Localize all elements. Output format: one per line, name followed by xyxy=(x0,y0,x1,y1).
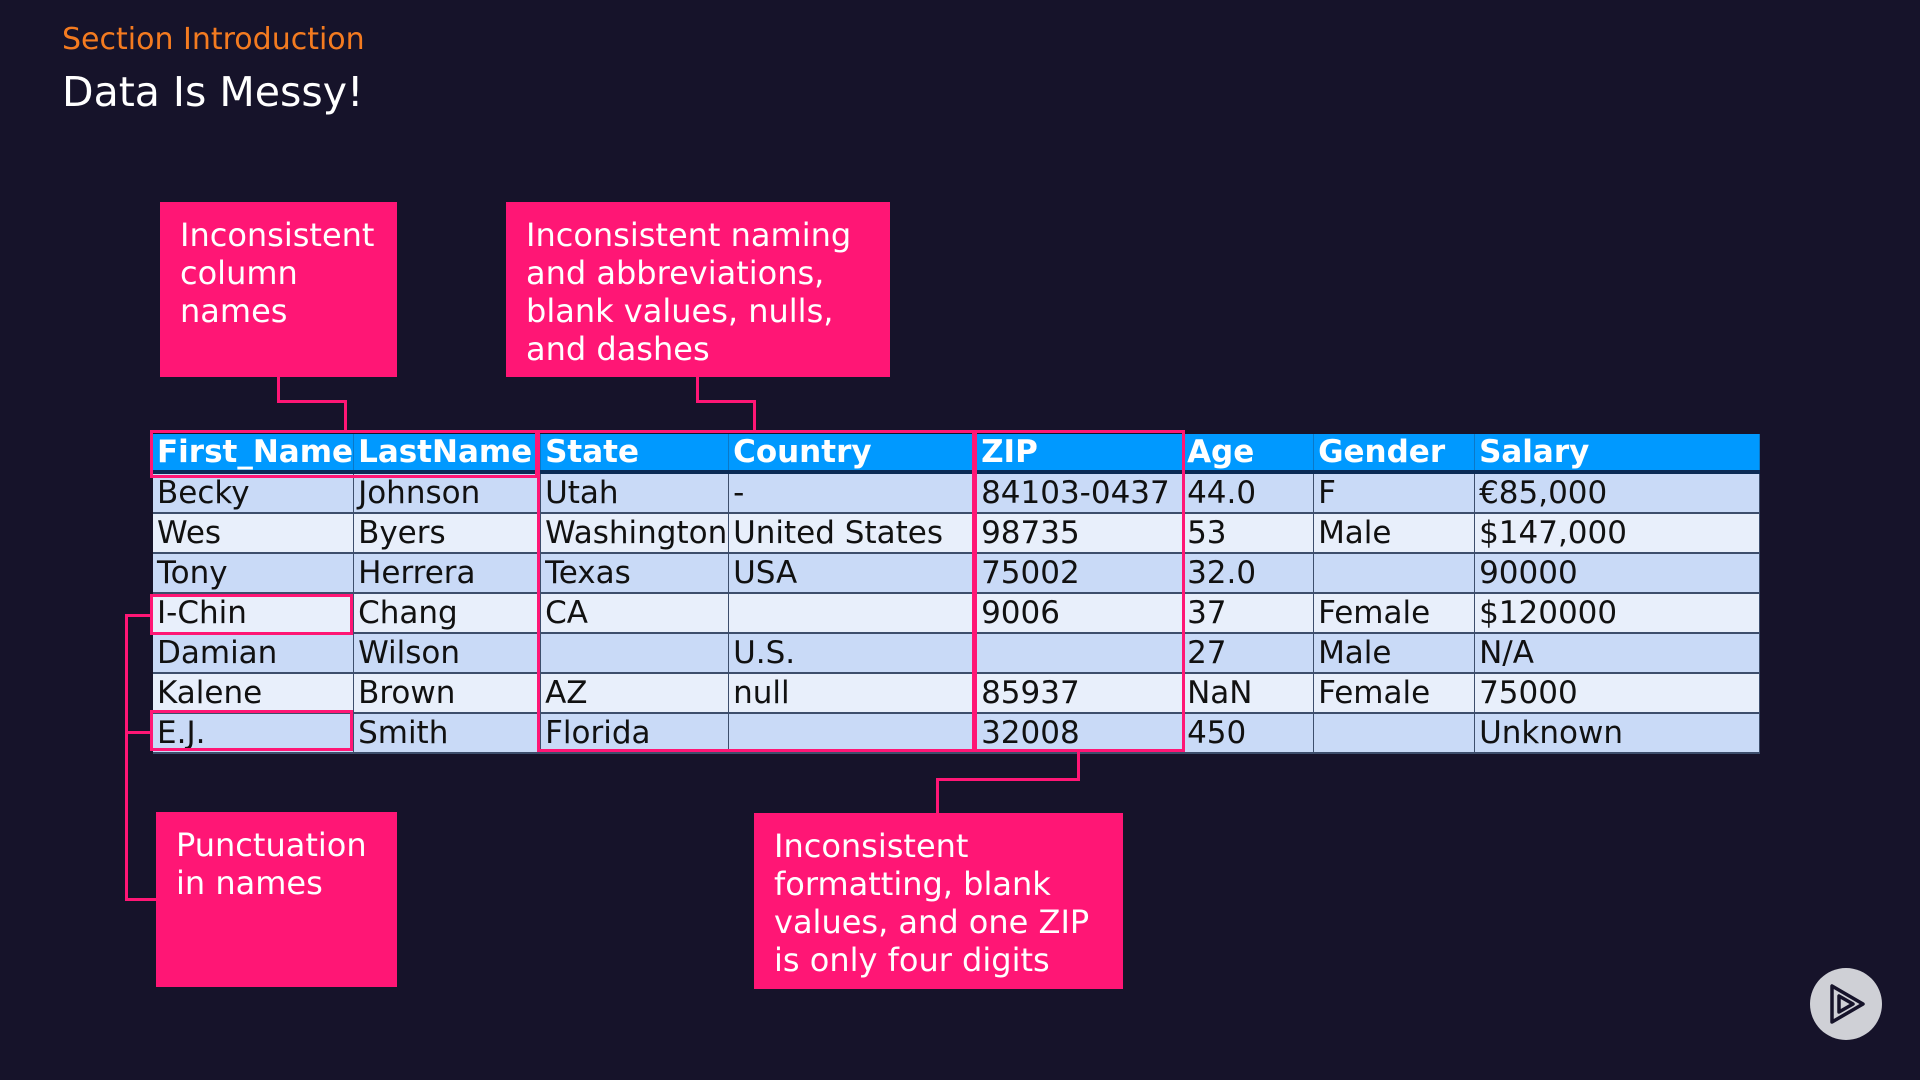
table-cell: Herrera xyxy=(353,553,542,594)
table-cell: Male xyxy=(1313,633,1476,674)
table-cell: Texas xyxy=(540,553,730,594)
connector-line xyxy=(936,778,939,814)
table-cell xyxy=(728,713,978,754)
table-cell: 98735 xyxy=(976,513,1184,554)
table-cell: null xyxy=(728,673,978,714)
table-header-row: First_Name LastName State Country ZIP Ag… xyxy=(153,434,1761,474)
table-cell: Florida xyxy=(540,713,730,754)
connector-line xyxy=(125,898,157,901)
table-cell: Wilson xyxy=(353,633,542,674)
table-row: E.J. Smith Florida 32008 450 Unknown xyxy=(153,713,1761,754)
table-cell: USA xyxy=(728,553,978,594)
connector-line xyxy=(753,400,756,431)
table-cell: NaN xyxy=(1182,673,1315,714)
table-cell: $120000 xyxy=(1474,593,1761,634)
callout-column-names: Inconsistent column names xyxy=(160,202,397,377)
table-cell: Smith xyxy=(353,713,542,754)
callout-naming-abbreviations: Inconsistent naming and abbreviations, b… xyxy=(506,202,890,377)
table-cell: F xyxy=(1313,472,1476,514)
header-state: State xyxy=(540,434,730,474)
connector-line xyxy=(696,377,699,403)
table-cell: Johnson xyxy=(353,472,542,514)
table-row: Becky Johnson Utah - 84103-0437 44.0 F €… xyxy=(153,472,1761,514)
connector-line xyxy=(344,400,347,431)
table-cell: I-Chin xyxy=(153,593,355,634)
header-country: Country xyxy=(728,434,978,474)
table-row: Damian Wilson U.S. 27 Male N/A xyxy=(153,633,1761,674)
table-cell: Damian xyxy=(153,633,355,674)
table-cell: 32.0 xyxy=(1182,553,1315,594)
table-cell: Kalene xyxy=(153,673,355,714)
table-cell: U.S. xyxy=(728,633,978,674)
connector-line xyxy=(1077,751,1080,781)
table-cell: 85937 xyxy=(976,673,1184,714)
table-cell: Byers xyxy=(353,513,542,554)
header-age: Age xyxy=(1182,434,1315,474)
connector-line xyxy=(936,778,1080,781)
table-cell xyxy=(1313,713,1476,754)
table-cell: Tony xyxy=(153,553,355,594)
header-zip: ZIP xyxy=(976,434,1184,474)
table-cell xyxy=(976,633,1184,674)
table-cell: N/A xyxy=(1474,633,1761,674)
table-cell: 32008 xyxy=(976,713,1184,754)
table-cell: E.J. xyxy=(153,713,355,754)
table-cell: United States xyxy=(728,513,978,554)
section-label: Section Introduction xyxy=(62,22,365,57)
header-salary: Salary xyxy=(1474,434,1761,474)
table-cell: Female xyxy=(1313,593,1476,634)
connector-line xyxy=(696,400,756,403)
header-gender: Gender xyxy=(1313,434,1476,474)
table-cell: Wes xyxy=(153,513,355,554)
table-cell: 75000 xyxy=(1474,673,1761,714)
table-row: Wes Byers Washington United States 98735… xyxy=(153,513,1761,554)
table-row: I-Chin Chang CA 9006 37 Female $120000 xyxy=(153,593,1761,634)
table-cell: Chang xyxy=(353,593,542,634)
table-cell: Brown xyxy=(353,673,542,714)
table-cell: Utah xyxy=(540,472,730,514)
table-cell: 53 xyxy=(1182,513,1315,554)
table-cell: CA xyxy=(540,593,730,634)
table-row: Kalene Brown AZ null 85937 NaN Female 75… xyxy=(153,673,1761,714)
table-cell xyxy=(1313,553,1476,594)
table-cell: Female xyxy=(1313,673,1476,714)
header-first-name: First_Name xyxy=(153,434,355,474)
table-cell: Washington xyxy=(540,513,730,554)
table-cell: 75002 xyxy=(976,553,1184,594)
table-cell: Male xyxy=(1313,513,1476,554)
connector-line xyxy=(125,614,153,617)
table-cell: 44.0 xyxy=(1182,472,1315,514)
header-last-name: LastName xyxy=(353,434,542,474)
connector-line xyxy=(277,400,347,403)
table-cell: $147,000 xyxy=(1474,513,1761,554)
table-cell xyxy=(728,593,978,634)
play-logo-icon-glyph xyxy=(1830,984,1865,1024)
connector-line xyxy=(125,614,128,901)
table-cell: €85,000 xyxy=(1474,472,1761,514)
table-cell: 450 xyxy=(1182,713,1315,754)
table-cell: 37 xyxy=(1182,593,1315,634)
table-row: Tony Herrera Texas USA 75002 32.0 90000 xyxy=(153,553,1761,594)
table-cell: Becky xyxy=(153,472,355,514)
table-cell: - xyxy=(728,472,978,514)
callout-zip-formatting: Inconsistent formatting, blank values, a… xyxy=(754,813,1123,989)
table-cell: 84103-0437 xyxy=(976,472,1184,514)
table-cell: 90000 xyxy=(1474,553,1761,594)
connector-line xyxy=(277,377,280,403)
callout-punctuation: Punctuation in names xyxy=(156,812,397,987)
table-cell: 9006 xyxy=(976,593,1184,634)
play-logo-icon[interactable] xyxy=(1810,968,1882,1040)
table-cell: Unknown xyxy=(1474,713,1761,754)
table-cell: 27 xyxy=(1182,633,1315,674)
connector-line xyxy=(125,731,153,734)
table-cell: AZ xyxy=(540,673,730,714)
slide-title: Data Is Messy! xyxy=(62,68,364,116)
messy-data-table: First_Name LastName State Country ZIP Ag… xyxy=(153,434,1761,754)
table-cell xyxy=(540,633,730,674)
